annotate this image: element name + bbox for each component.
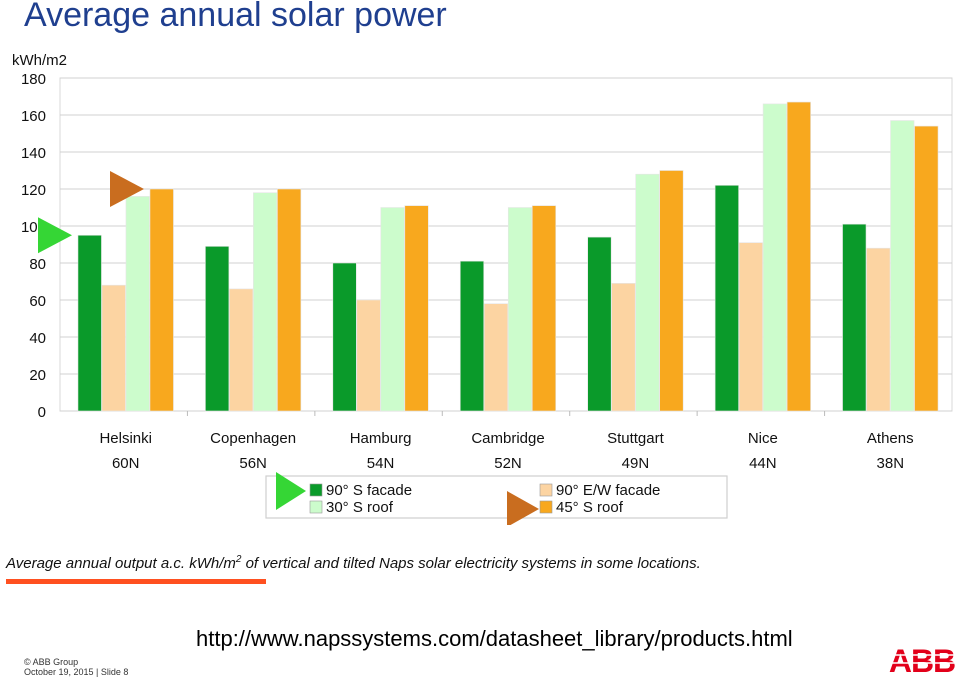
bar — [459, 260, 485, 412]
bar — [77, 234, 102, 412]
x-tick-label: Hamburg — [350, 430, 412, 447]
x-tick-label: Stuttgart — [607, 430, 665, 447]
bar — [531, 205, 557, 412]
y-tick-label: 20 — [29, 367, 46, 384]
bar — [253, 192, 278, 412]
bar — [356, 299, 381, 412]
footer-date-slide: October 19, 2015 | Slide 8 — [24, 667, 129, 677]
y-tick-label: 120 — [21, 182, 46, 199]
legend-triangle — [507, 491, 539, 525]
bar — [842, 223, 867, 412]
legend: 90° S facade 90° E/W facade 30° S roof 45° … — [265, 472, 728, 525]
footer: © ABB Group October 19, 2015 | Slide 8 — [24, 657, 128, 677]
caption-prefix: Average annual output a.c. kWh/m — [6, 555, 236, 572]
bars — [77, 101, 939, 412]
legend-label: 45° S roof — [556, 499, 624, 516]
caption-underline — [6, 579, 266, 584]
footer-copyright: © ABB Group — [24, 657, 79, 667]
bar — [277, 188, 302, 412]
bar — [332, 262, 357, 412]
chart-title: Average annual solar power — [24, 0, 447, 34]
bar — [659, 170, 684, 412]
bar — [229, 288, 254, 412]
bar — [125, 196, 150, 412]
markers — [38, 171, 144, 254]
abb-logo: ABB — [886, 643, 958, 677]
bar — [866, 247, 891, 412]
x-sublabel: 38N — [877, 455, 905, 472]
legend-swatch — [309, 500, 323, 514]
x-tick-label: Helsinki — [99, 430, 152, 447]
source-url[interactable]: http://www.napssystems.com/datasheet_lib… — [196, 626, 793, 651]
legend-swatch — [539, 483, 553, 497]
bar — [507, 207, 533, 412]
y-tick-label: 80 — [29, 256, 46, 273]
x-sublabel: 52N — [494, 455, 522, 472]
x-sublabel: 56N — [239, 455, 267, 472]
y-tick-label: 60 — [29, 293, 46, 310]
bar — [101, 284, 126, 412]
bar — [483, 303, 509, 412]
caption-suffix: of vertical and tilted Naps solar electr… — [241, 555, 701, 572]
bar — [914, 125, 939, 412]
svg-text:ABB: ABB — [889, 643, 955, 677]
legend-swatch — [539, 500, 553, 514]
bar — [149, 188, 174, 412]
bar — [786, 101, 811, 412]
legend-box — [265, 475, 728, 519]
bar — [714, 185, 739, 412]
legend-label: 30° S roof — [326, 499, 394, 516]
bar — [404, 205, 429, 412]
triangle-marker — [38, 217, 72, 254]
legend-label: 90° E/W facade — [556, 482, 660, 499]
bar — [738, 242, 763, 412]
legend-swatch — [309, 483, 323, 497]
legend-triangle — [276, 472, 306, 510]
y-tick-label: 40 — [29, 330, 46, 347]
x-sublabel: 60N — [112, 455, 140, 472]
x-sublabel: 44N — [749, 455, 777, 472]
x-sublabel: 49N — [622, 455, 650, 472]
x-axis-labels: Helsinki 60N Copenhagen 56N Hamburg 54N Cambri… — [99, 430, 913, 472]
x-tick-label: Athens — [867, 430, 914, 447]
bar — [587, 236, 612, 412]
y-tick-label: 0 — [38, 404, 46, 421]
x-tick-label: Copenhagen — [210, 430, 296, 447]
y-tick-label: 160 — [21, 108, 46, 125]
y-tick-label: 140 — [21, 145, 46, 162]
legend-label: 90° S facade — [326, 482, 412, 499]
x-sublabel: 54N — [367, 455, 395, 472]
bar — [205, 246, 230, 412]
x-tick-label: Cambridge — [471, 430, 544, 447]
y-axis-label: kWh/m2 — [12, 52, 67, 69]
bar — [635, 173, 660, 412]
bar — [890, 120, 915, 412]
y-tick-label: 180 — [21, 71, 46, 88]
bar — [380, 207, 405, 412]
caption-superscript: 2 — [235, 554, 242, 565]
x-tick-label: Nice — [748, 430, 778, 447]
triangle-marker — [110, 171, 144, 207]
bar — [762, 103, 787, 412]
caption: Average annual output a.c. kWh/m2 of ver… — [6, 554, 701, 572]
bar — [611, 283, 636, 412]
